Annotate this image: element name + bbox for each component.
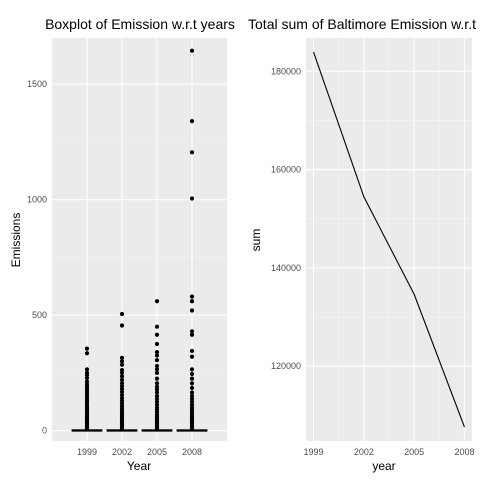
boxplot-outlier-point — [189, 294, 195, 299]
boxplot-y-axis-title: Emissions — [9, 213, 23, 268]
boxplot-outlier-point — [189, 371, 195, 377]
boxplot-outlier-point — [119, 359, 125, 364]
boxplot-x-tick-label: 2005 — [147, 447, 167, 457]
line-chart-x-tick-label: 2005 — [404, 447, 424, 457]
boxplot-outlier-point — [189, 48, 195, 53]
line-chart-tick-labels: 120000 140000 160000 180000 1999 2002 2005 2008 — [271, 66, 475, 457]
boxplot-outlier-point — [119, 374, 125, 379]
boxplot-outlier-point — [119, 355, 125, 360]
boxplot-outlier-point — [189, 426, 195, 431]
boxplot-outlier-point — [154, 370, 160, 375]
line-chart-x-tick-label: 1999 — [304, 447, 324, 457]
boxplot-outlier-point — [119, 323, 125, 328]
boxplot-outlier-point — [189, 376, 195, 381]
boxplot-outlier-point — [154, 299, 160, 304]
boxplot-outlier-point — [154, 426, 160, 431]
boxplot-outlier-point — [189, 385, 195, 390]
boxplot-outlier-point — [119, 392, 125, 397]
boxplot-outlier-point — [84, 426, 90, 431]
line-chart-x-axis-title: year — [372, 459, 395, 473]
boxplot-y-tick-label: 1500 — [27, 79, 47, 89]
boxplot-tick-labels: 0 500 1000 1500 1999 2002 2005 2008 — [27, 79, 202, 457]
boxplot-outlier-point — [189, 196, 195, 201]
boxplot-outlier-point — [154, 390, 160, 395]
boxplot-y-tick-label: 0 — [42, 426, 47, 436]
boxplot-outlier-point — [189, 150, 195, 155]
boxplot-outlier-point — [189, 390, 195, 395]
boxplot-outlier-point — [189, 354, 195, 359]
boxplot-x-tick-label: 2002 — [112, 447, 132, 457]
line-chart-series-line — [313, 51, 465, 428]
boxplot-outlier-point — [84, 367, 90, 372]
line-chart-y-tick-label: 180000 — [271, 66, 301, 76]
boxplot-x-tick-label: 2008 — [182, 447, 202, 457]
boxplot-x-tick-label: 1999 — [77, 447, 97, 457]
boxplot-outlier-point — [84, 346, 90, 351]
boxplot-outlier-point — [119, 426, 125, 431]
boxplot-outlier-point — [189, 396, 195, 401]
boxplot-outlier-point — [84, 351, 90, 356]
boxplot-outlier-point — [189, 348, 195, 354]
boxplot-outlier-point — [154, 358, 160, 363]
boxplot-outlier-point — [189, 299, 195, 304]
boxplot-outlier-point — [154, 367, 160, 372]
boxplot-outlier-point — [189, 119, 195, 124]
boxplot-outlier-point — [154, 353, 160, 358]
boxplot-marks — [71, 48, 208, 432]
line-chart-y-axis-title: sum — [249, 229, 263, 252]
boxplot-panel — [52, 38, 227, 441]
line-chart-y-tick-label: 120000 — [271, 361, 301, 371]
boxplot-outlier-point — [154, 396, 160, 401]
boxplot-outlier-point — [154, 381, 160, 386]
boxplot-outlier-point — [119, 311, 125, 317]
boxplot-outlier-point — [119, 362, 125, 367]
boxplot-outlier-point — [189, 329, 195, 334]
boxplot-outlier-point — [154, 363, 160, 369]
boxplot-y-tick-label: 500 — [32, 310, 47, 320]
boxplot-outlier-point — [189, 381, 195, 386]
line-chart-y-tick-label: 160000 — [271, 165, 301, 175]
boxplot-outlier-point — [189, 367, 195, 372]
boxplot-outlier-point — [119, 377, 125, 382]
line-chart-x-tick-label: 2002 — [354, 447, 374, 457]
boxplot-outlier-point — [154, 324, 160, 329]
boxplot-outlier-point — [189, 399, 195, 404]
line-chart-gridlines — [306, 38, 472, 441]
boxplot-outlier-point — [119, 370, 125, 375]
boxplot-x-axis-title: Year — [127, 459, 151, 473]
boxplot-outlier-point — [119, 389, 125, 394]
boxplot-outlier-point — [189, 308, 195, 313]
boxplot-outlier-point — [154, 387, 160, 392]
boxplot-outlier-point — [154, 349, 160, 355]
boxplot-y-tick-label: 1000 — [27, 195, 47, 205]
boxplot-outlier-point — [154, 332, 160, 337]
line-chart-marks — [313, 51, 465, 428]
boxplot-outlier-point — [84, 375, 90, 381]
line-chart-y-tick-label: 140000 — [271, 263, 301, 273]
boxplot-title: Boxplot of Emission w.r.t years — [45, 16, 235, 32]
boxplot-outlier-point — [154, 341, 160, 347]
boxplot-outlier-point — [119, 381, 125, 386]
line-chart-x-tick-label: 2008 — [454, 447, 474, 457]
line-chart-title: Total sum of Baltimore Emission w.r.t — [248, 16, 476, 32]
boxplot-outlier-point — [189, 332, 195, 337]
boxplot-outlier-point — [154, 399, 160, 404]
boxplot-outlier-point — [154, 376, 160, 381]
